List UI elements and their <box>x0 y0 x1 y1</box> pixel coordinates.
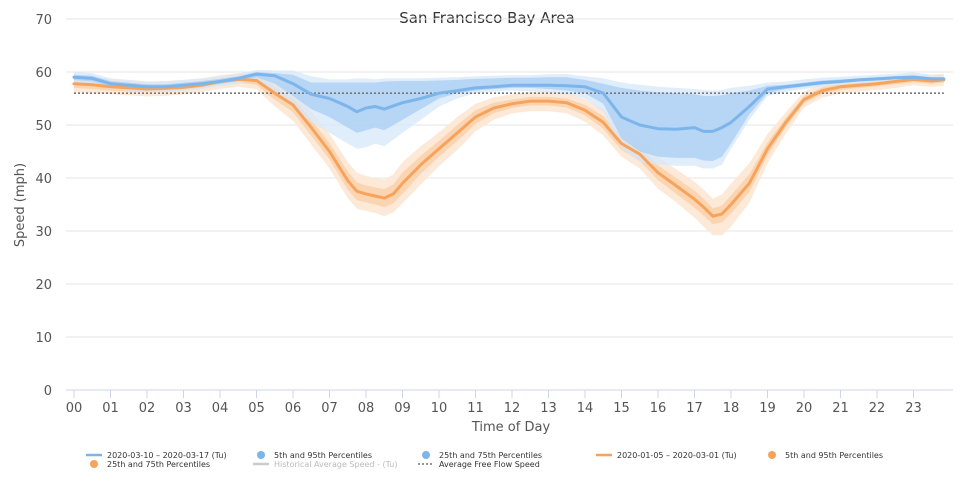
chart-legend[interactable]: 2020-03-10 – 2020-03-17 (Tu) 5th and 95th… <box>86 451 883 469</box>
x-tick-label: 10 <box>431 401 448 416</box>
axes <box>66 389 953 398</box>
chart-title: San Francisco Bay Area <box>399 9 574 27</box>
legend-dot-symbol <box>768 451 776 459</box>
y-tick-label: 50 <box>35 119 52 134</box>
x-axis-title: Time of Day <box>471 420 551 435</box>
legend-label: 2020-01-05 – 2020-03-01 (Tu) <box>617 451 737 460</box>
legend-label: 2020-03-10 – 2020-03-17 (Tu) <box>107 451 227 460</box>
x-tick-label: 09 <box>394 401 411 416</box>
y-axis-title: Speed (mph) <box>13 163 28 247</box>
x-tick-label: 17 <box>686 401 703 416</box>
legend-item[interactable]: 25th and 75th Percentiles <box>90 460 210 469</box>
legend-item[interactable]: 2020-01-05 – 2020-03-01 (Tu) <box>596 451 737 460</box>
band-blue-25-75 <box>74 72 944 161</box>
y-tick-label: 70 <box>35 13 52 28</box>
x-tick-label: 15 <box>613 401 630 416</box>
x-tick-label: 18 <box>723 401 740 416</box>
series-line-blue <box>72 72 946 133</box>
x-tick-label: 14 <box>577 401 594 416</box>
x-tick-label: 20 <box>796 401 813 416</box>
x-tick-label: 00 <box>66 401 83 416</box>
y-tick-label: 20 <box>35 278 52 293</box>
x-tick-label: 01 <box>102 401 119 416</box>
x-tick-label: 13 <box>540 401 557 416</box>
x-tick-label: 22 <box>869 401 886 416</box>
x-tick-labels: 00 01 02 03 04 05 06 07 08 09 10 11 12 13 14 15 16 17 18 19… <box>66 401 922 416</box>
x-tick-label: 07 <box>321 401 338 416</box>
grid-lines <box>66 18 953 338</box>
y-tick-label: 60 <box>35 66 52 81</box>
band-orange-5-95 <box>74 72 944 236</box>
legend-label: Average Free Flow Speed <box>439 460 540 469</box>
x-tick-label: 06 <box>285 401 302 416</box>
y-tick-label: 40 <box>35 172 52 187</box>
x-tick-label: 04 <box>212 401 229 416</box>
x-tick-label: 03 <box>175 401 192 416</box>
legend-item[interactable]: 2020-03-10 – 2020-03-17 (Tu) <box>86 451 227 460</box>
y-tick-label: 10 <box>35 331 52 346</box>
x-tick-label: 16 <box>650 401 667 416</box>
x-tick-label: 05 <box>248 401 265 416</box>
legend-dot-symbol <box>257 451 265 459</box>
x-tick-label: 19 <box>759 401 776 416</box>
legend-item[interactable]: Historical Average Speed - (Tu) <box>253 460 397 469</box>
legend-item[interactable]: 5th and 95th Percentiles <box>257 451 372 460</box>
x-tick-label: 12 <box>504 401 521 416</box>
legend-dot-symbol <box>90 460 98 468</box>
legend-label: 5th and 95th Percentiles <box>785 451 883 460</box>
legend-label: 25th and 75th Percentiles <box>439 451 542 460</box>
x-tick-label: 23 <box>905 401 922 416</box>
legend-item[interactable]: 5th and 95th Percentiles <box>768 451 883 460</box>
x-tick-label: 21 <box>832 401 849 416</box>
legend-item[interactable]: Average Free Flow Speed <box>418 460 540 469</box>
x-tick-label: 08 <box>358 401 375 416</box>
series-lines <box>72 72 946 218</box>
y-tick-labels: 0 10 20 30 40 50 60 70 <box>35 13 52 399</box>
legend-label: Historical Average Speed - (Tu) <box>274 460 397 469</box>
legend-label: 5th and 95th Percentiles <box>274 451 372 460</box>
x-tick-label: 02 <box>139 401 156 416</box>
legend-dot-symbol <box>422 451 430 459</box>
y-tick-label: 30 <box>35 225 52 240</box>
legend-item[interactable]: 25th and 75th Percentiles <box>422 451 542 460</box>
legend-label: 25th and 75th Percentiles <box>107 460 210 469</box>
x-tick-label: 11 <box>467 401 484 416</box>
y-tick-label: 0 <box>44 384 52 399</box>
